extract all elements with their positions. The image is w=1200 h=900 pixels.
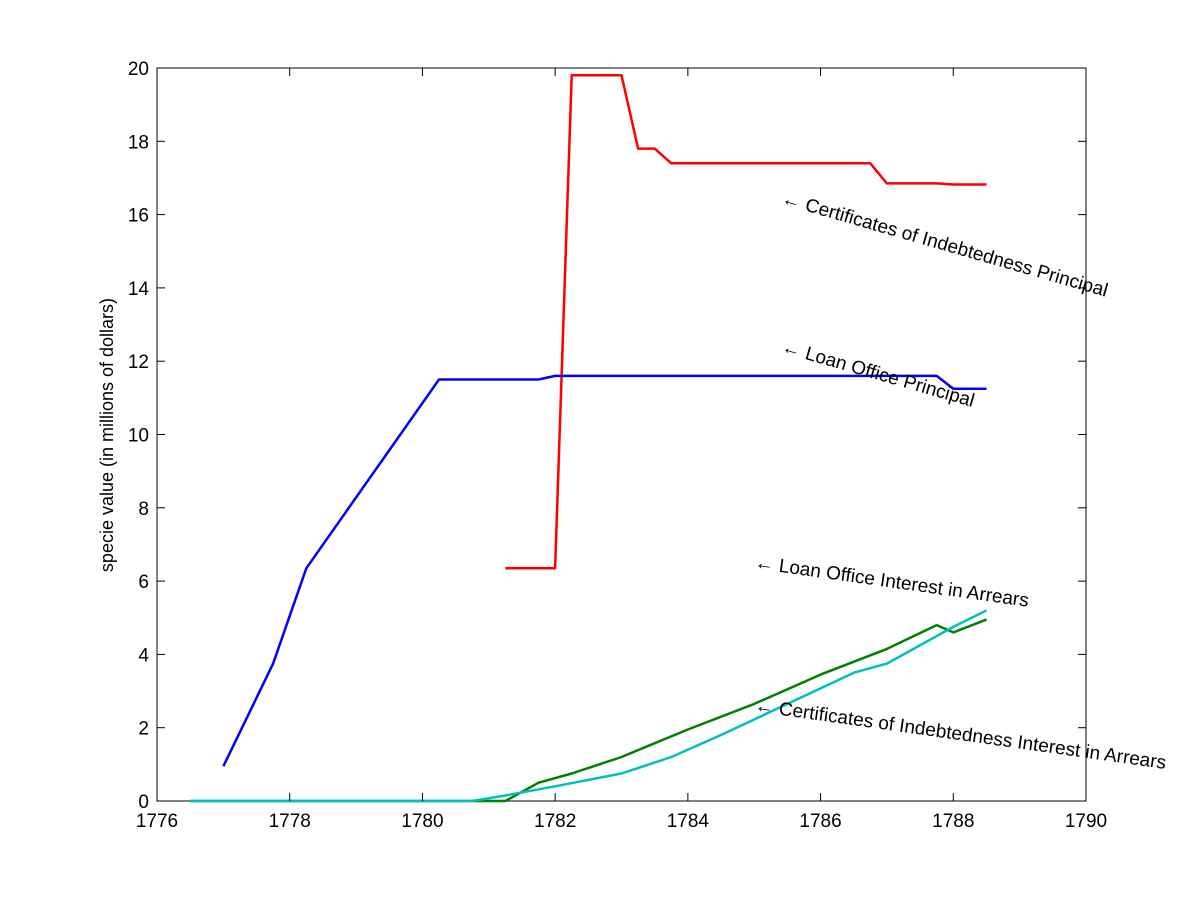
y-tick-label: 8 bbox=[138, 499, 149, 520]
x-tick-label: 1778 bbox=[269, 811, 311, 832]
x-tick-label: 1788 bbox=[932, 811, 974, 832]
y-tick-label: 14 bbox=[128, 279, 150, 300]
x-tick-label: 1786 bbox=[799, 811, 841, 832]
series-line-3 bbox=[190, 609, 988, 803]
tick-layer: 1776 1778 1780 1782 1784 1786 1788 1790 0 2 4 6 8 10 1… bbox=[128, 59, 1107, 832]
y-tick-label: 2 bbox=[138, 719, 149, 740]
series-line-0 bbox=[505, 74, 987, 570]
y-tick-label: 20 bbox=[128, 59, 149, 80]
y-tick-label: 10 bbox=[128, 426, 149, 447]
y-axis-label: specie value (in millions of dollars) bbox=[97, 298, 117, 572]
x-tick-label: 1790 bbox=[1065, 811, 1107, 832]
series-line-1 bbox=[222, 374, 987, 767]
y-tick-label: 12 bbox=[128, 352, 149, 373]
x-tick-label: 1782 bbox=[534, 811, 576, 832]
x-tick-label: 1776 bbox=[136, 811, 178, 832]
series-line-2 bbox=[190, 618, 987, 803]
y-tick-label: 18 bbox=[128, 132, 149, 153]
y-tick-label: 6 bbox=[138, 572, 149, 593]
x-tick-label: 1780 bbox=[401, 811, 443, 832]
plot-area bbox=[156, 67, 1087, 802]
series-layer bbox=[190, 74, 988, 803]
x-tick-label: 1784 bbox=[667, 811, 710, 832]
y-tick-label: 4 bbox=[138, 645, 149, 666]
y-tick-label: 0 bbox=[138, 792, 149, 813]
y-tick-label: 16 bbox=[128, 206, 149, 227]
